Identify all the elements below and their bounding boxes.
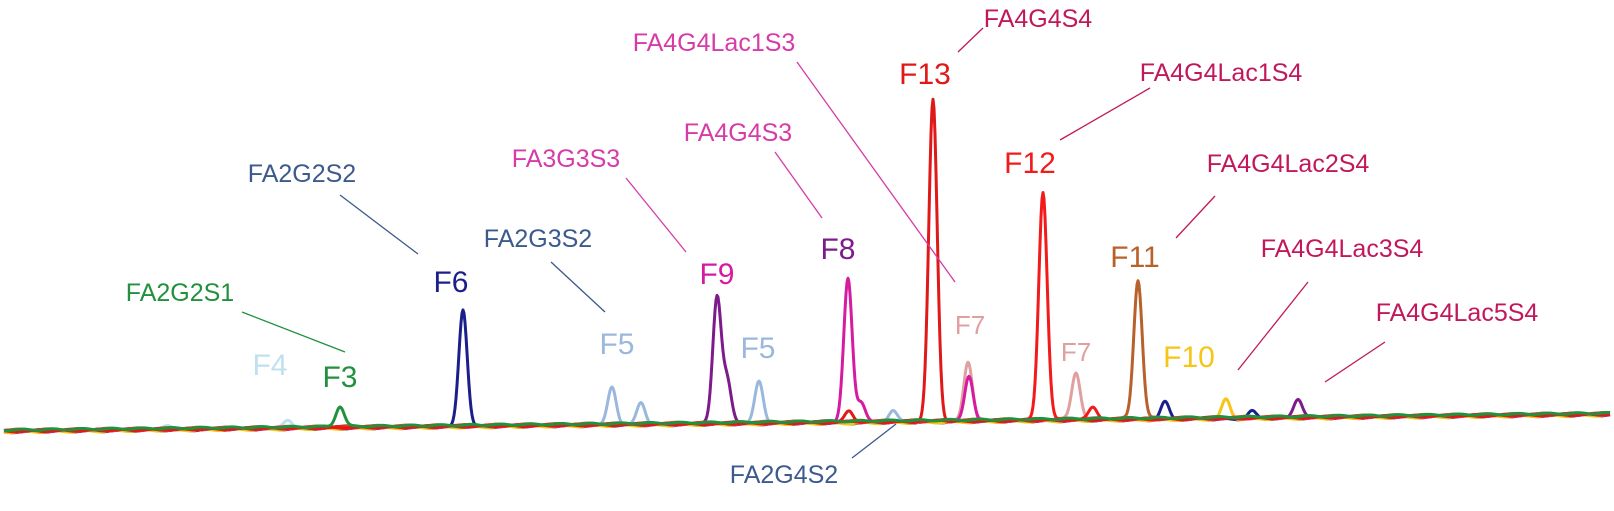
fraction-label-F6: F6	[433, 266, 468, 299]
glycan-label-FA2G3S2: FA2G3S2	[484, 225, 592, 253]
leader-line-FA3G3S3	[625, 177, 687, 253]
leader-line-FA4G4Lac5S4	[1324, 341, 1386, 383]
fraction-label-F7-a: F7	[955, 310, 985, 340]
glycan-label-FA3G3S3: FA3G3S3	[512, 145, 620, 173]
glycan-label-FA2G2S2: FA2G2S2	[248, 160, 356, 188]
glycan-label-FA4G4S3: FA4G4S3	[684, 119, 792, 147]
leader-line-FA4G4S4	[957, 27, 984, 53]
fraction-label-F3: F3	[322, 361, 357, 394]
glycan-label-FA4G4Lac5S4: FA4G4Lac5S4	[1376, 299, 1539, 327]
glycan-label-FA4G4S4: FA4G4S4	[984, 5, 1092, 33]
annotation-leader-lines	[241, 27, 1386, 459]
trace-F8	[3, 293, 1611, 433]
fraction-label-F9: F9	[699, 258, 734, 291]
leader-line-FA4G4Lac1S3	[796, 61, 956, 283]
fraction-label-F7-b: F7	[1061, 337, 1091, 367]
fraction-label-F5-a: F5	[599, 328, 634, 361]
glycan-label-FA2G4S2: FA2G4S2	[730, 461, 838, 489]
trace-F12	[3, 190, 1611, 433]
glycan-label-FA4G4Lac1S3: FA4G4Lac1S3	[633, 29, 796, 57]
fraction-label-F11: F11	[1110, 241, 1159, 274]
glycan-label-FA4G4Lac1S4: FA4G4Lac1S4	[1140, 59, 1303, 87]
leader-line-FA4G4Lac1S4	[1059, 87, 1151, 141]
fraction-label-F13: F13	[899, 58, 951, 91]
leader-line-FA4G4Lac3S4	[1237, 281, 1309, 371]
fraction-label-F10: F10	[1163, 341, 1215, 374]
leader-line-FA4G4Lac2S4	[1175, 195, 1216, 239]
trace-F9	[3, 276, 1611, 434]
fraction-label-F5-b: F5	[740, 332, 775, 365]
chromatogram-traces	[3, 97, 1611, 435]
trace-F11	[3, 279, 1611, 433]
glycan-label-FA4G4Lac3S4: FA4G4Lac3S4	[1261, 235, 1424, 263]
glycan-label-FA2G2S1: FA2G2S1	[126, 279, 234, 307]
leader-line-FA2G4S2	[851, 423, 897, 459]
trace-F3	[3, 405, 1611, 433]
leader-line-FA2G3S2	[550, 261, 606, 313]
leader-line-FA2G2S1	[241, 311, 346, 353]
leader-line-FA4G4S3	[774, 151, 823, 219]
glycan-label-FA4G4Lac2S4: FA4G4Lac2S4	[1207, 150, 1370, 178]
fraction-label-F12: F12	[1004, 147, 1056, 180]
leader-line-FA2G2S2	[339, 194, 419, 255]
fraction-label-F8: F8	[820, 233, 855, 266]
fraction-label-F4: F4	[252, 349, 287, 382]
